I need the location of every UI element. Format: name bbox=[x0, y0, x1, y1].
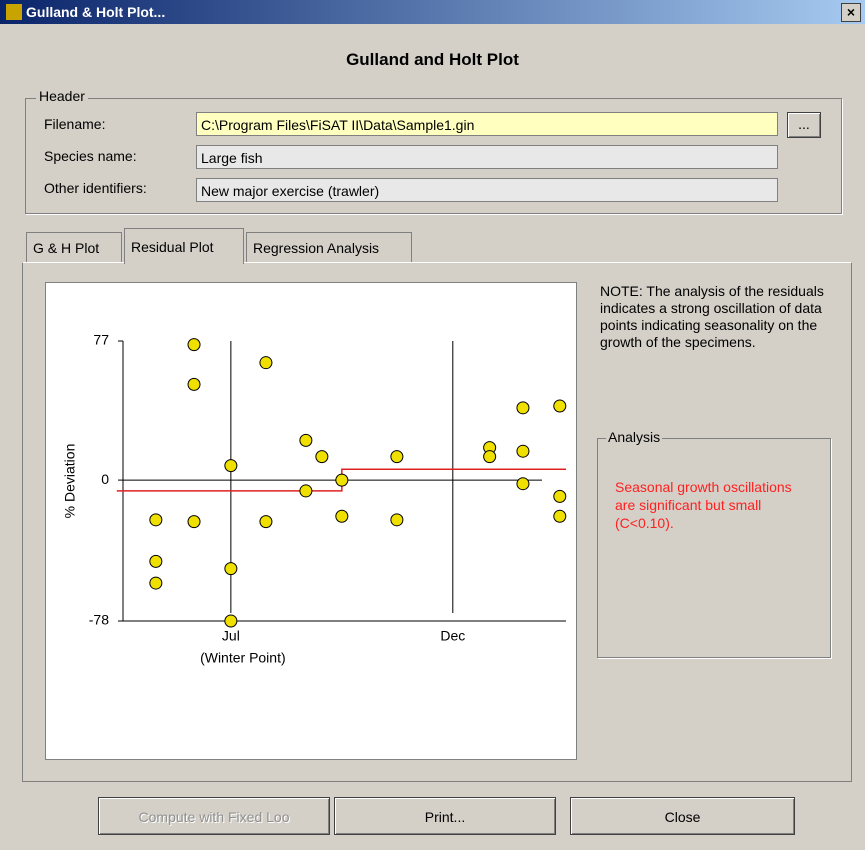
data-point bbox=[516, 477, 530, 491]
data-point bbox=[390, 513, 404, 527]
header-legend: Header bbox=[36, 88, 88, 104]
data-point bbox=[187, 515, 201, 529]
data-point bbox=[335, 509, 349, 523]
y-tick-label: 77 bbox=[93, 332, 109, 348]
data-point bbox=[224, 614, 238, 628]
title-bar: Gulland & Holt Plot... × bbox=[0, 0, 865, 24]
field-label: Other identifiers: bbox=[44, 180, 147, 196]
data-point bbox=[299, 484, 313, 498]
close-button[interactable]: Close bbox=[570, 797, 795, 835]
note: NOTE: The analysis of the residuals indi… bbox=[600, 283, 824, 350]
data-point bbox=[259, 515, 273, 529]
x-axis-label: (Winter Point) bbox=[200, 650, 286, 666]
identifiers-field[interactable]: New major exercise (trawler) bbox=[196, 178, 778, 202]
chart: % Deviation 77 0 -78 Jul Dec (Winter Point) bbox=[45, 282, 577, 760]
header-group bbox=[25, 98, 842, 214]
tab[interactable]: Regression Analysis bbox=[246, 232, 412, 262]
tab[interactable]: G & H Plot bbox=[26, 232, 122, 262]
close-x[interactable]: × bbox=[841, 3, 861, 22]
data-point bbox=[483, 450, 497, 464]
data-point bbox=[553, 489, 567, 503]
data-point bbox=[259, 356, 273, 370]
data-point bbox=[187, 338, 201, 352]
y-tick-label: 0 bbox=[101, 471, 109, 487]
window-title: Gulland & Holt Plot... bbox=[26, 4, 166, 20]
x-tick-label: Jul bbox=[222, 628, 240, 644]
data-point bbox=[299, 433, 313, 447]
data-point bbox=[224, 562, 238, 576]
data-point bbox=[149, 513, 163, 527]
data-point bbox=[149, 576, 163, 590]
analysis-group bbox=[597, 438, 831, 658]
data-point bbox=[187, 377, 201, 391]
field-label: Species name: bbox=[44, 148, 137, 164]
app-icon bbox=[6, 4, 22, 20]
compute-button[interactable]: Compute with Fixed Loo bbox=[98, 797, 330, 835]
data-point bbox=[149, 554, 163, 568]
analysis-text: Seasonal growth oscillations are signifi… bbox=[615, 479, 792, 531]
y-axis-label: % Deviation bbox=[62, 444, 78, 519]
tab-active[interactable]: Residual Plot bbox=[124, 228, 244, 264]
data-point bbox=[335, 473, 349, 487]
data-point bbox=[516, 444, 530, 458]
data-point bbox=[224, 459, 238, 473]
data-point bbox=[390, 450, 404, 464]
heading: Gulland and Holt Plot bbox=[346, 50, 519, 69]
data-point bbox=[516, 401, 530, 415]
tab-panel bbox=[22, 262, 852, 782]
field-label: Filename: bbox=[44, 116, 106, 132]
data-point bbox=[315, 450, 329, 464]
browse-button[interactable]: ... bbox=[787, 112, 821, 138]
data-point bbox=[553, 509, 567, 523]
print-button[interactable]: Print... bbox=[334, 797, 556, 835]
data-point bbox=[553, 399, 567, 413]
filename-field[interactable]: C:\Program Files\FiSAT II\Data\Sample1.g… bbox=[196, 112, 778, 136]
x-tick-label: Dec bbox=[440, 628, 465, 644]
y-tick-label: -78 bbox=[89, 612, 109, 628]
species-field[interactable]: Large fish bbox=[196, 145, 778, 169]
analysis-legend: Analysis bbox=[606, 429, 663, 445]
